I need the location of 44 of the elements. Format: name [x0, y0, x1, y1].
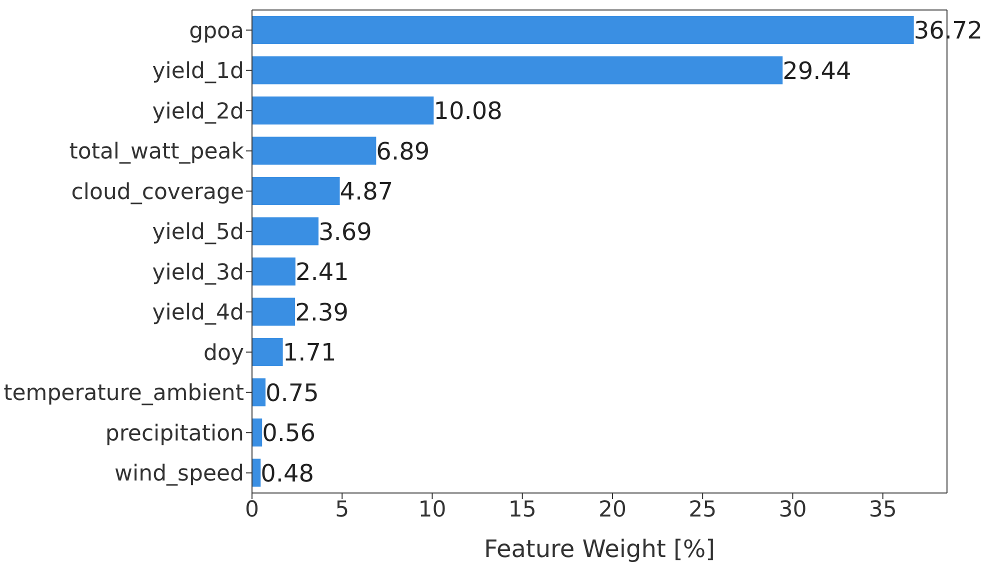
bar [252, 378, 266, 406]
y-tick-label: total_watt_peak [69, 140, 244, 165]
bar [252, 136, 376, 165]
bar [252, 177, 340, 206]
bar [252, 258, 296, 286]
bar [252, 338, 283, 366]
data-label: 2.41 [295, 258, 349, 286]
bar [252, 16, 914, 44]
data-label: 0.56 [262, 419, 316, 448]
data-label: 6.89 [376, 137, 430, 166]
bar [252, 56, 783, 84]
y-tick-label: precipitation [105, 421, 244, 446]
y-tick-label: yield_2d [152, 99, 244, 124]
y-tick-label: yield_3d [152, 260, 244, 286]
y-tick-label: yield_4d [152, 300, 244, 326]
x-tick-label: 10 [418, 498, 446, 523]
data-label: 0.75 [266, 378, 319, 407]
x-tick-label: 5 [335, 498, 350, 523]
data-label: 2.39 [295, 298, 349, 326]
y-tick-label: cloud_coverage [71, 180, 244, 205]
data-label: 1.71 [282, 338, 336, 367]
y-tick-label: temperature_ambient [4, 381, 244, 406]
bar [252, 418, 262, 447]
y-tick-label: wind_speed [114, 462, 244, 487]
x-tick-label: 30 [778, 498, 807, 523]
x-tick-label: 20 [598, 498, 626, 523]
y-tick-label: gpoa [189, 18, 244, 44]
y-tick-label: yield_1d [152, 59, 244, 84]
data-label: 3.69 [318, 218, 372, 246]
x-tick-label: 25 [688, 498, 717, 523]
x-tick-label: 15 [508, 498, 536, 523]
y-tick-label: doy [204, 340, 244, 366]
x-tick-label: 35 [868, 498, 897, 523]
data-label: 0.48 [260, 459, 314, 488]
x-tick-label: 0 [245, 498, 259, 523]
x-axis-title: Feature Weight [%] [484, 535, 716, 563]
bar [252, 96, 434, 125]
data-label: 4.87 [340, 178, 394, 206]
bar [252, 458, 261, 487]
bar [252, 298, 296, 326]
data-label: 29.44 [782, 56, 852, 85]
bar [252, 217, 319, 246]
y-tick-label: yield_5d [152, 220, 244, 246]
data-label: 10.08 [434, 97, 502, 126]
